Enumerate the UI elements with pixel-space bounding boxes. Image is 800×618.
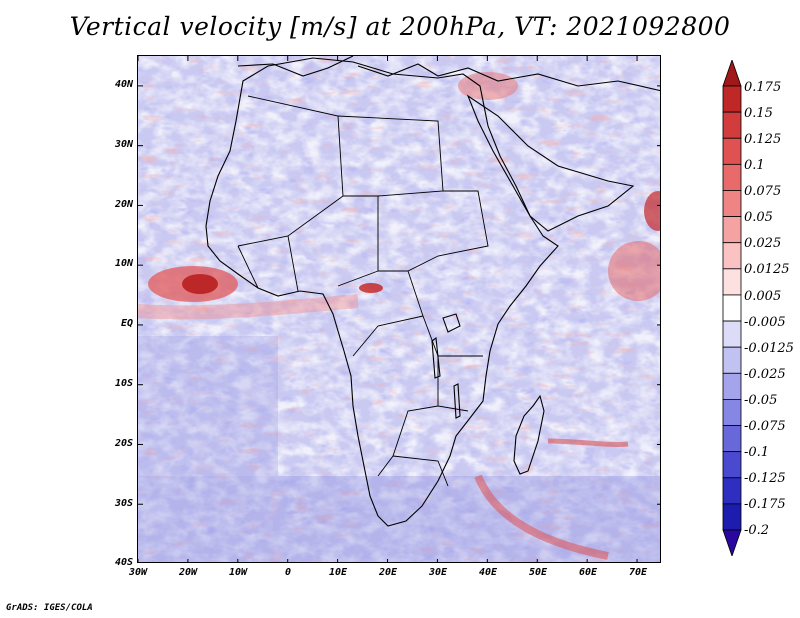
colorbar-boxes (722, 60, 742, 556)
colorbar-box (722, 190, 742, 217)
colorbar-box (722, 268, 742, 296)
indian-ocean-updraft (608, 241, 660, 301)
frame-ticks (138, 56, 660, 562)
colorbar-box (722, 346, 742, 374)
lon-label-20w: 20W (178, 567, 198, 578)
lon-label-60e: 60E (578, 567, 598, 578)
colorbar-label-3: 0.1 (744, 158, 765, 173)
colorbar-arrow-top (722, 60, 742, 87)
colorbar-box (722, 320, 742, 348)
chart-title: Vertical velocity [m/s] at 200hPa, VT: 2… (69, 12, 731, 41)
colorbar-box (722, 294, 742, 322)
coastlines (205, 56, 660, 527)
colorbar-label-8: 0.005 (744, 289, 782, 304)
atlantic-sink-area (138, 336, 278, 476)
lon-label-10e: 10E (328, 567, 348, 578)
africa-coastline (205, 57, 559, 527)
lon-label-30w: 30W (128, 567, 148, 578)
colorbar-label-17: -0.2 (744, 523, 770, 538)
colorbar-box (722, 163, 742, 191)
lat-label-30n: 30N (114, 139, 133, 150)
lat-label-30s: 30S (114, 498, 133, 509)
colorbar (722, 60, 742, 556)
colorbar-box (722, 111, 742, 139)
country-borders (237, 95, 489, 487)
lat-label-20n: 20N (114, 199, 133, 210)
colorbar-label-13: -0.075 (744, 419, 786, 434)
lat-label-10s: 10S (114, 378, 133, 389)
field-noise-lift (138, 56, 660, 562)
lat-label-20s: 20S (114, 438, 133, 449)
lat-label-40s: 40S (114, 557, 133, 568)
grads-credit: GrADS: IGES/COLA (6, 603, 93, 613)
itcz-updraft-core (182, 274, 218, 294)
arabian-sea-updraft (644, 191, 660, 231)
colorbar-label-4: 0.075 (744, 184, 782, 199)
colorbar-box (722, 372, 742, 400)
lon-label-20e: 20E (378, 567, 398, 578)
map-panel (137, 55, 661, 563)
colorbar-label-2: 0.125 (744, 132, 782, 147)
colorbar-box (722, 242, 742, 270)
lon-label-50e: 50E (528, 567, 548, 578)
lake-victoria (442, 313, 461, 333)
colorbar-label-10: -0.0125 (744, 341, 794, 356)
europe-coastline (237, 56, 660, 92)
central-africa-updraft (359, 283, 383, 293)
lon-label-30e: 30E (428, 567, 448, 578)
lon-label-10w: 10W (228, 567, 248, 578)
colorbar-label-0: 0.175 (744, 80, 782, 95)
lat-label-eq: EQ (120, 318, 133, 329)
lon-label-0: 0 (284, 567, 292, 578)
lon-label-40e: 40E (478, 567, 498, 578)
colorbar-label-1: 0.15 (744, 106, 773, 121)
colorbar-box (722, 425, 742, 453)
colorbar-box (722, 451, 742, 479)
lake-tanganyika (431, 336, 441, 379)
colorbar-label-12: -0.05 (744, 393, 778, 408)
south-africa-updraft-band (474, 474, 609, 560)
colorbar-label-6: 0.025 (744, 236, 782, 251)
velocity-field-map (138, 56, 660, 562)
colorbar-box (722, 137, 742, 165)
equatorial-lift-band (138, 294, 359, 320)
middle-east-updraft (458, 72, 518, 100)
madagascar-updraft-band (547, 438, 629, 447)
colorbar-label-16: -0.175 (744, 497, 786, 512)
madagascar-coastline (513, 394, 545, 475)
colorbar-box (722, 503, 742, 531)
lat-label-40n: 40N (114, 79, 133, 90)
colorbar-box (722, 477, 742, 505)
colorbar-box (722, 85, 742, 113)
colorbar-label-9: -0.005 (744, 315, 786, 330)
lat-label-10n: 10N (114, 258, 133, 269)
colorbar-label-15: -0.125 (744, 471, 786, 486)
lake-malawi (453, 383, 461, 419)
lon-label-70e: 70E (628, 567, 648, 578)
colorbar-box (722, 399, 742, 426)
arabia-coastline (466, 94, 635, 232)
colorbar-arrow-bottom (722, 529, 742, 556)
colorbar-label-5: 0.05 (744, 210, 773, 225)
colorbar-label-7: 0.0125 (744, 262, 790, 277)
colorbar-label-11: -0.025 (744, 367, 786, 382)
colorbar-box (722, 216, 742, 244)
colorbar-label-14: -0.1 (744, 445, 770, 460)
